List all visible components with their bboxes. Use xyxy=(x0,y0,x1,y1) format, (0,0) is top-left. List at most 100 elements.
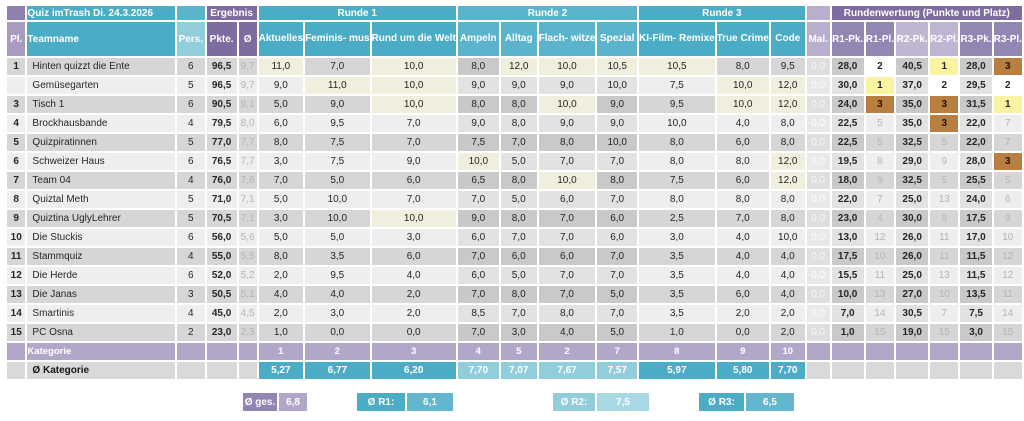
score-cell: 1,0 xyxy=(256,322,306,343)
col-header-r1-pl: R1-Pl. xyxy=(863,20,897,58)
round-place-cell: 7 xyxy=(863,189,897,210)
teamname-cell: Tisch 1 xyxy=(25,94,177,115)
place-cell: 5 xyxy=(4,132,28,153)
teamname-cell: Gemüsegarten xyxy=(25,75,177,96)
average-cell: 9,7 xyxy=(236,56,259,77)
avg-kategorie-value-cell: 6,20 xyxy=(369,360,458,381)
score-cell: 10,0 xyxy=(369,208,458,229)
points-cell: 52,0 xyxy=(204,265,239,286)
round-place-cell: 2 xyxy=(928,75,961,96)
kategorie-number-cell: 5 xyxy=(498,341,539,362)
score-cell: 3,0 xyxy=(498,322,539,343)
score-cell: 9,0 xyxy=(595,94,640,115)
col-header-r1-pk: R1-Pk. xyxy=(829,20,866,58)
place-cell: 3 xyxy=(4,94,28,115)
teamname-cell: Stammquiz xyxy=(25,246,177,267)
score-cell: 7,0 xyxy=(595,151,640,172)
teamname-cell: Hinten quizzt die Ente xyxy=(25,56,177,77)
score-cell: 6,0 xyxy=(256,113,306,134)
round-points-cell: 24,0 xyxy=(958,189,994,210)
score-cell: 6,0 xyxy=(536,189,598,210)
score-cell: 10,0 xyxy=(595,132,640,153)
round-points-cell: 28,0 xyxy=(958,151,994,172)
points-cell: 76,0 xyxy=(204,170,239,191)
summary-value-r1: 6,1 xyxy=(407,393,453,411)
points-cell: 50,5 xyxy=(204,284,239,305)
score-cell: 6,0 xyxy=(536,246,598,267)
score-cell: 9,0 xyxy=(595,113,640,134)
summary-box-r1: Ø R1: 6,1 xyxy=(357,393,453,411)
score-cell: 4,0 xyxy=(768,265,807,286)
score-cell: 2,0 xyxy=(369,284,458,305)
round-points-cell: 19,5 xyxy=(829,151,866,172)
avg-kategorie-value-cell: 5,80 xyxy=(714,360,771,381)
summary-box-r2: Ø R2: 7,5 xyxy=(553,393,649,411)
round-points-cell: 37,0 xyxy=(894,75,931,96)
score-cell: 8,0 xyxy=(714,189,771,210)
col-header-r3-pl: R3-Pl. xyxy=(991,20,1024,58)
group-runde3: Runde 3 xyxy=(637,4,807,22)
group-runde2: Runde 2 xyxy=(455,4,640,22)
team-row: 4 Brockhausbande 4 79,5 8,0 6,0 9,5 7,0 9,0 8,0 9,… xyxy=(4,113,1024,134)
round-place-cell: 5 xyxy=(991,170,1024,191)
team-row: 9 Quiztina UglyLehrer 5 70,5 7,1 3,0 10,0 10,0 9… xyxy=(4,208,1024,229)
malus-cell: 0,0 xyxy=(804,322,832,343)
score-cell: 8,0 xyxy=(498,284,539,305)
round-place-cell: 15 xyxy=(991,322,1024,343)
teamname-cell: Quiztina UglyLehrer xyxy=(25,208,177,229)
score-cell: 8,0 xyxy=(637,132,717,153)
round-place-cell: 8 xyxy=(863,151,897,172)
round-place-cell: 11 xyxy=(991,284,1024,305)
score-cell: 7,0 xyxy=(455,322,501,343)
score-cell: 7,5 xyxy=(637,75,717,96)
teamname-cell: Die Janas xyxy=(25,284,177,305)
round-points-cell: 30,0 xyxy=(829,75,866,96)
score-cell: 5,0 xyxy=(256,227,306,248)
score-cell: 7,0 xyxy=(498,303,539,324)
summary-label-gesamt: Ø ges. xyxy=(243,393,277,411)
persons-cell: 5 xyxy=(174,132,207,153)
score-cell: 6,5 xyxy=(455,170,501,191)
round-place-cell: 14 xyxy=(863,303,897,324)
score-cell: 10,0 xyxy=(303,208,372,229)
summary-value-r3: 6,5 xyxy=(746,393,794,411)
score-cell: 1,0 xyxy=(637,322,717,343)
round-points-cell: 17,0 xyxy=(958,227,994,248)
round-points-cell: 22,0 xyxy=(829,189,866,210)
score-cell: 7,0 xyxy=(498,227,539,248)
average-cell: 9,7 xyxy=(236,75,259,96)
round-points-cell: 28,0 xyxy=(958,56,994,77)
col-header-avg: Ø xyxy=(236,20,259,58)
average-cell: 5,6 xyxy=(236,227,259,248)
summary-label-r2: Ø R2: xyxy=(553,393,595,411)
round-place-cell: 7 xyxy=(991,132,1024,153)
avg-kategorie-empty xyxy=(174,360,207,381)
malus-cell: 0,0 xyxy=(804,151,832,172)
kategorie-empty xyxy=(804,341,832,362)
score-cell: 4,0 xyxy=(714,246,771,267)
kategorie-number-cell: 3 xyxy=(369,341,458,362)
avg-kategorie-value-cell: 7,70 xyxy=(455,360,501,381)
kategorie-empty xyxy=(863,341,897,362)
score-cell: 8,0 xyxy=(256,132,306,153)
round-place-cell: 10 xyxy=(863,246,897,267)
round-place-cell: 4 xyxy=(863,208,897,229)
round-points-cell: 26,0 xyxy=(894,227,931,248)
team-row: 3 Tisch 1 6 90,5 9,1 5,0 9,0 10,0 8,0 8,0 10,0 9,0 9… xyxy=(4,94,1024,115)
round-place-cell: 5 xyxy=(863,132,897,153)
round-points-cell: 13,0 xyxy=(829,227,866,248)
points-cell: 96,5 xyxy=(204,56,239,77)
score-cell: 8,0 xyxy=(536,303,598,324)
score-cell: 8,0 xyxy=(256,246,306,267)
round-place-cell: 11 xyxy=(863,265,897,286)
score-cell: 4,0 xyxy=(768,246,807,267)
team-row: 7 Team 04 4 76,0 7,6 7,0 5,0 6,0 6,5 8,0 10,0 8,0 7,… xyxy=(4,170,1024,191)
score-cell: 4,0 xyxy=(714,113,771,134)
score-cell: 10,0 xyxy=(369,75,458,96)
round-points-cell: 22,0 xyxy=(958,113,994,134)
average-cell: 7,7 xyxy=(236,151,259,172)
round-points-cell: 35,0 xyxy=(894,94,931,115)
kategorie-number-cell: 2 xyxy=(303,341,372,362)
sheet-title: Quiz imTrash Di. 24.3.2026 xyxy=(25,4,177,22)
persons-cell: 4 xyxy=(174,113,207,134)
